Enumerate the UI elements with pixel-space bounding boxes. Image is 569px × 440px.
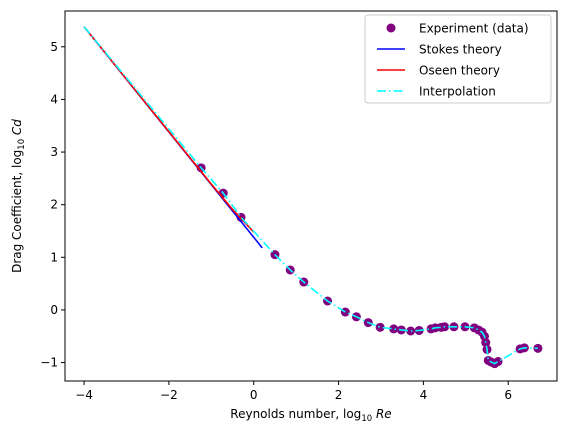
y-axis-label: Drag Coefficient, log10 Cd: [10, 119, 27, 273]
x-tick-label: −4: [75, 388, 93, 402]
x-axis-label-text: Reynolds number, log: [230, 407, 361, 421]
y-tick-label: −1: [40, 356, 58, 370]
data-point: [493, 357, 503, 367]
legend-label: Experiment (data): [419, 22, 529, 36]
x-axis-label-variable: Re: [372, 407, 392, 421]
legend-box: [364, 14, 552, 104]
legend-label: Stokes theory: [419, 43, 502, 57]
x-axis-label: Reynolds number, log10 Re: [230, 407, 391, 424]
legend-marker-experiment: [386, 23, 396, 33]
x-tick-label: 2: [335, 388, 343, 402]
x-tick-label: 0: [250, 388, 258, 402]
y-tick-label: 0: [50, 303, 58, 317]
legend-label: Interpolation: [419, 85, 496, 99]
y-axis-label-subscript: 10: [17, 139, 27, 150]
y-tick-label: 4: [50, 92, 58, 106]
x-tick-label: −2: [160, 388, 178, 402]
data-point: [406, 326, 416, 336]
axes-frame: [64, 10, 558, 382]
y-tick-label: 1: [50, 250, 58, 264]
legend: Experiment (data) Stokes theory Oseen theo…: [364, 14, 552, 104]
y-axis-label-variable: Cd: [10, 119, 24, 139]
interpolation-line: [83, 26, 538, 365]
x-axis-label-subscript: 10: [361, 414, 372, 424]
x-tick-label: 6: [504, 388, 512, 402]
x-tick-label: 4: [420, 388, 428, 402]
data-point: [533, 343, 543, 353]
legend-label: Oseen theory: [419, 64, 500, 78]
y-axis-label-text: Drag Coefficient, log: [10, 150, 24, 273]
data-point: [389, 324, 399, 334]
data-point: [375, 322, 385, 332]
y-axis-label-group: Drag Coefficient, log10 Cd: [10, 119, 27, 273]
y-tick-label: 3: [50, 145, 58, 159]
y-tick-label: 2: [50, 198, 58, 212]
y-tick-label: 5: [50, 40, 58, 54]
plot-area: [83, 26, 543, 369]
